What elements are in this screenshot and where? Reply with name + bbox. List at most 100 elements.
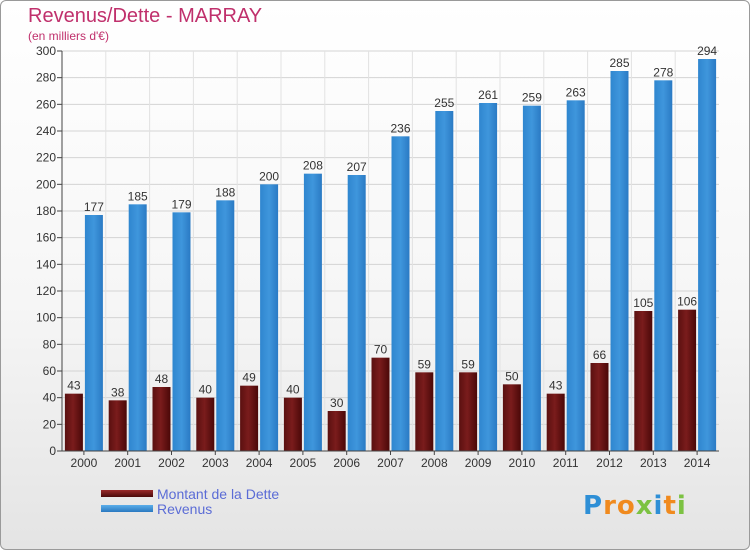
x-tick-label: 2000: [71, 456, 98, 470]
y-tick-label: 200: [36, 177, 56, 191]
data-label-debt: 43: [67, 379, 81, 393]
data-label-debt: 40: [199, 383, 213, 397]
x-tick-label: 2013: [640, 456, 667, 470]
bar-revenue: [216, 200, 235, 451]
x-tick-label: 2007: [377, 456, 404, 470]
bar-debt: [64, 393, 83, 451]
proxiti-logo: Proxiti: [583, 491, 687, 521]
bar-debt: [371, 357, 390, 451]
bar-revenue: [260, 184, 279, 452]
data-label-revenue: 177: [84, 200, 104, 214]
bar-revenue: [698, 59, 717, 451]
x-tick-label: 2008: [421, 456, 448, 470]
data-label-debt: 105: [633, 296, 653, 310]
data-label-debt: 49: [242, 371, 256, 385]
y-tick-label: 80: [43, 337, 57, 351]
y-tick-label: 260: [36, 97, 56, 111]
x-tick-label: 2009: [465, 456, 492, 470]
data-label-revenue: 263: [566, 85, 586, 99]
data-label-debt: 38: [111, 385, 125, 399]
bar-revenue: [84, 215, 103, 451]
bar-debt: [590, 363, 609, 451]
x-tick-label: 2014: [684, 456, 711, 470]
x-tick-label: 2004: [246, 456, 273, 470]
axes: 0 20 40 60 80 100 120 140 160 180 200 220 240 260 280 3…: [36, 44, 719, 470]
x-tick-label: 2001: [114, 456, 141, 470]
data-label-revenue: 179: [171, 197, 191, 211]
y-tick-label: 220: [36, 151, 56, 165]
logo-letter: o: [616, 491, 636, 521]
data-label-revenue: 236: [390, 121, 410, 135]
logo-letter: i: [653, 491, 664, 521]
data-label-revenue: 255: [434, 96, 454, 110]
data-label-revenue: 207: [347, 160, 367, 174]
y-tick-label: 0: [49, 444, 56, 458]
bar-debt: [415, 372, 434, 451]
data-label-revenue: 259: [522, 91, 542, 105]
y-tick-label: 180: [36, 204, 56, 218]
legend-swatch-debt: [101, 490, 153, 497]
bar-revenue: [303, 173, 322, 451]
bar-debt: [459, 372, 478, 451]
logo-letter: t: [663, 491, 677, 521]
bar-revenue: [610, 71, 629, 451]
data-label-debt: 30: [330, 396, 344, 410]
y-tick-label: 20: [43, 417, 57, 431]
y-tick-label: 60: [43, 364, 57, 378]
logo-letter: x: [635, 491, 654, 521]
legend-label-debt: Montant de la Dette: [157, 486, 280, 502]
data-label-revenue: 188: [215, 185, 235, 199]
bar-debt: [152, 387, 171, 451]
data-label-debt: 66: [593, 348, 607, 362]
plot-area: 0 20 40 60 80 100 120 140 160 180 200 220 240 260 280 3…: [36, 44, 719, 470]
logo-letter: i: [676, 491, 687, 521]
x-tick-label: 2005: [290, 456, 317, 470]
bar-revenue: [566, 100, 585, 451]
data-label-revenue: 208: [303, 159, 323, 173]
x-tick-label: 2006: [333, 456, 360, 470]
x-tick-label: 2011: [553, 456, 579, 470]
data-label-debt: 70: [374, 343, 388, 357]
logo-letter: r: [603, 491, 617, 521]
bar-revenue: [391, 136, 410, 452]
bar-debt: [196, 397, 215, 451]
bar-revenue: [435, 111, 454, 451]
bar-debt: [502, 384, 521, 451]
data-label-debt: 43: [549, 379, 563, 393]
bar-revenue: [172, 212, 191, 451]
data-label-revenue: 278: [653, 65, 673, 79]
logo-letter: P: [583, 491, 604, 521]
bar-debt: [108, 400, 127, 451]
data-label-debt: 50: [505, 369, 519, 383]
bar-revenue: [654, 80, 673, 451]
chart-subtitle: (en milliers d'€): [28, 29, 109, 43]
y-tick-label: 160: [36, 231, 56, 245]
data-label-revenue: 185: [128, 189, 148, 203]
y-tick-label: 120: [36, 284, 56, 298]
bar-debt: [240, 385, 259, 451]
data-label-debt: 48: [155, 372, 169, 386]
bar-debt: [678, 309, 697, 451]
y-tick-label: 40: [43, 391, 57, 405]
bar-revenue: [479, 103, 498, 451]
bar-revenue: [347, 175, 366, 451]
data-label-revenue: 261: [478, 88, 498, 102]
data-label-revenue: 200: [259, 169, 279, 183]
y-tick-label: 300: [36, 44, 56, 58]
x-tick-label: 2003: [202, 456, 229, 470]
data-label-revenue: 285: [609, 56, 629, 70]
data-label-revenue: 294: [697, 44, 717, 58]
x-tick-label: 2010: [509, 456, 536, 470]
data-label-debt: 59: [418, 357, 432, 371]
bar-debt: [327, 411, 346, 451]
y-tick-label: 240: [36, 124, 56, 138]
legend-swatch-revenue: [101, 505, 153, 512]
y-tick-label: 140: [36, 257, 56, 271]
bar-revenue: [128, 204, 147, 451]
x-tick-label: 2002: [158, 456, 185, 470]
bar-debt: [283, 397, 302, 451]
chart-title: Revenus/Dette - MARRAY: [28, 5, 263, 27]
data-label-debt: 59: [461, 357, 475, 371]
x-tick-label: 2012: [596, 456, 623, 470]
